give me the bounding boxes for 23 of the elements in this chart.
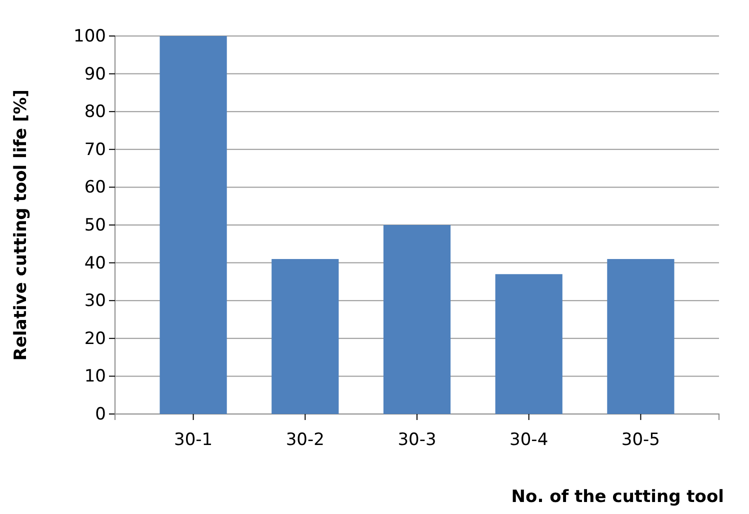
y-tick-label: 10 [84,366,106,387]
x-tick-label: 30-4 [510,430,548,450]
x-tick-label: 30-5 [621,430,660,450]
x-axis-title: No. of the cutting tool [511,487,724,507]
y-tick-label: 50 [84,215,106,236]
x-tick-label: 30-3 [398,430,436,450]
y-tick-label: 0 [95,404,106,424]
bar [272,259,339,414]
y-tick-label: 30 [84,291,106,312]
bar [495,274,562,414]
y-tick-label: 90 [84,64,106,84]
x-tick-label: 30-2 [286,430,324,450]
y-tick-label: 80 [84,102,106,122]
x-tick-label: 30-1 [174,430,213,450]
y-tick-label: 60 [84,178,106,198]
y-tick-label: 40 [84,253,106,274]
bar [383,225,451,414]
y-axis-title: Relative cutting tool life [%] [11,89,31,361]
bar [160,36,227,414]
y-tick-label: 100 [74,26,106,46]
y-tick-label: 70 [84,140,106,160]
bar [607,259,674,414]
y-tick-label: 20 [84,328,106,349]
